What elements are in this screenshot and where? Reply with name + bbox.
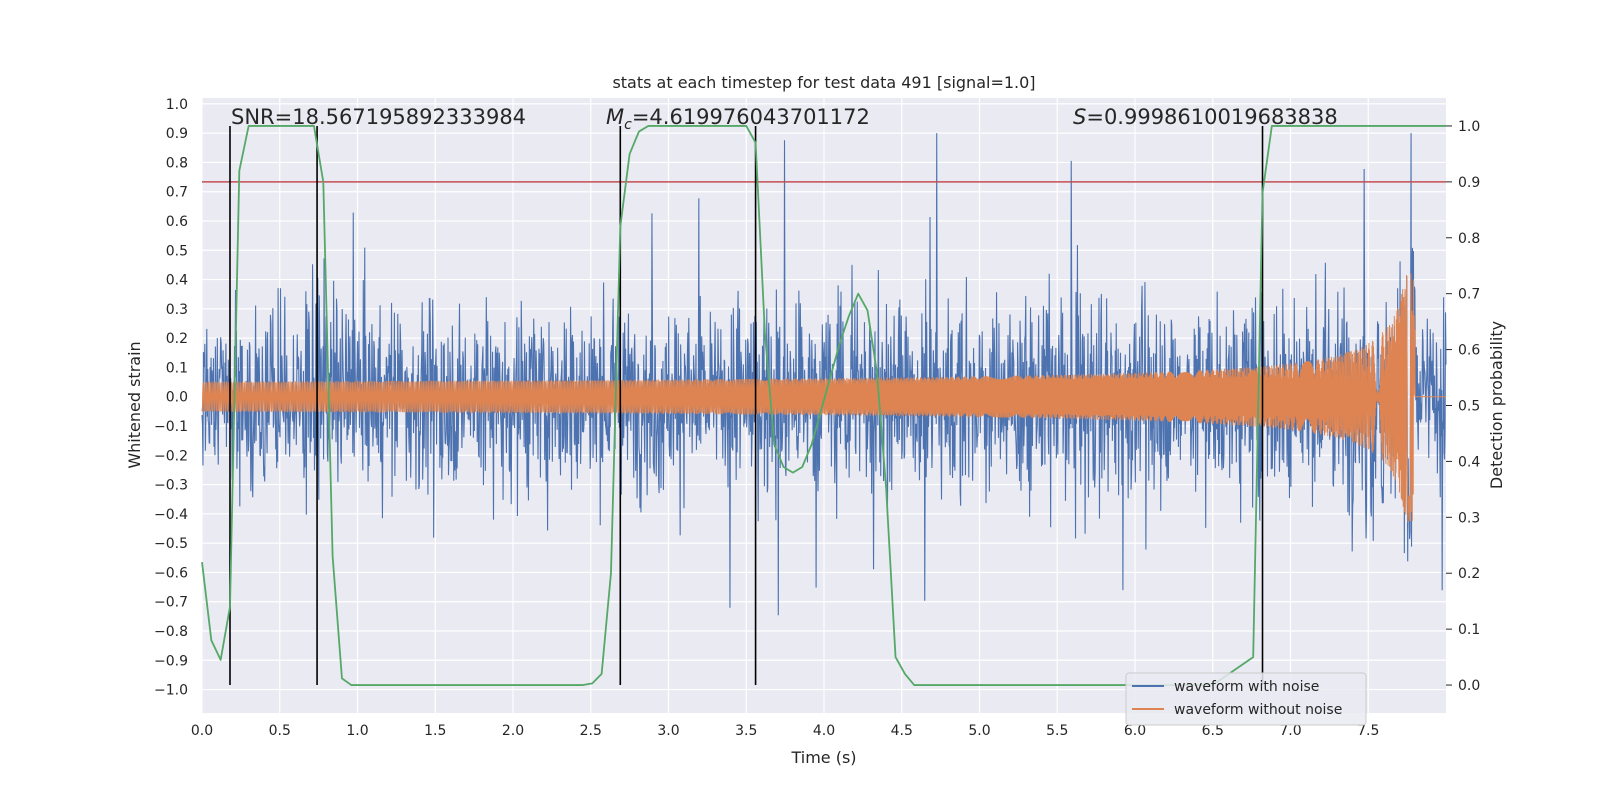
detection-probability-line <box>201 125 1446 686</box>
y-tick-label-left: 0.0 <box>166 390 188 406</box>
x-tick-label: 0.0 <box>191 723 213 739</box>
y-tick-label-right: 0.2 <box>1458 566 1480 582</box>
y-axis-left-ticks: 1.0 0.9 0.8 0.7 0.6 0.5 0.4 0.3 0.2 0.1 0.0 −0.1 −0.… <box>154 97 188 699</box>
chart-title: stats at each timestep for test data 491… <box>612 73 1035 92</box>
y-tick-label-left: −0.1 <box>154 419 188 435</box>
y-tick-label-right: 0.4 <box>1458 454 1480 470</box>
x-tick-label: 5.5 <box>1046 723 1068 739</box>
legend-noisy-label: waveform with noise <box>1174 679 1319 695</box>
x-tick-label: 3.0 <box>657 723 679 739</box>
s-annotation: S=0.9998610019683838 <box>1073 105 1338 129</box>
y-tick-label-right: 0.1 <box>1458 622 1480 638</box>
overlays <box>201 125 1446 686</box>
y-axis-right-ticks: 1.0 0.9 0.8 0.7 0.6 0.5 0.4 0.3 0.2 0.1 0.0 <box>1446 119 1480 694</box>
waveform-without-noise-line <box>201 273 1446 523</box>
chirp-mass-symbol: M <box>606 105 624 129</box>
y-tick-label-left: −0.5 <box>154 536 188 552</box>
y-tick-label-left: −0.8 <box>154 624 188 640</box>
x-tick-label: 1.0 <box>346 723 368 739</box>
y-tick-label-right: 0.9 <box>1458 175 1480 191</box>
y-tick-label-left: −0.3 <box>154 478 188 494</box>
y-tick-label-right: 1.0 <box>1458 119 1480 135</box>
y-tick-label-left: 0.3 <box>166 302 188 318</box>
y-tick-label-left: 0.5 <box>166 243 188 259</box>
legend-clean-label: waveform without noise <box>1174 702 1342 718</box>
y-tick-label-right: 0.0 <box>1458 678 1480 694</box>
legend-box <box>1125 672 1367 726</box>
y-axis-right-label: Detection probability <box>1487 321 1506 489</box>
x-tick-label: 6.5 <box>1202 723 1224 739</box>
y-tick-label-left: 0.6 <box>166 214 188 230</box>
chirp-mass-value: =4.619976043701172 <box>632 105 870 129</box>
snr-annotation: SNR=18.567195892333984 <box>231 105 526 129</box>
y-tick-label-left: 0.8 <box>166 155 188 171</box>
x-tick-label: 6.0 <box>1124 723 1146 739</box>
x-tick-label: 7.5 <box>1357 723 1379 739</box>
x-tick-label: 4.5 <box>891 723 913 739</box>
x-axis-ticks: 0.0 0.5 1.0 1.5 2.0 2.5 3.0 3.5 4.0 4.5 5.0 5.5 6.0 6… <box>191 723 1380 739</box>
x-axis-label: Time (s) <box>790 748 856 767</box>
y-tick-label-left: 1.0 <box>166 97 188 113</box>
x-tick-label: 1.5 <box>424 723 446 739</box>
y-tick-label-left: −0.2 <box>154 448 188 464</box>
y-tick-label-left: 0.2 <box>166 331 188 347</box>
y-tick-label-left: −0.4 <box>154 507 188 523</box>
waveform-without-noise-series <box>201 273 1446 523</box>
y-tick-label-left: 0.4 <box>166 273 188 289</box>
x-tick-label: 7.0 <box>1279 723 1301 739</box>
y-tick-label-right: 0.3 <box>1458 510 1480 526</box>
chirp-mass-subscript: c <box>624 117 632 133</box>
y-tick-label-left: 0.7 <box>166 185 188 201</box>
y-tick-label-left: 0.1 <box>166 360 188 376</box>
y-tick-label-left: −0.6 <box>154 565 188 581</box>
legend: waveform with noise waveform without noi… <box>1125 672 1367 726</box>
s-symbol: S <box>1073 105 1086 129</box>
y-tick-label-left: −0.7 <box>154 595 188 611</box>
y-axis-left-label: Whitened strain <box>125 341 144 468</box>
x-tick-label: 5.0 <box>968 723 990 739</box>
y-tick-label-right: 0.8 <box>1458 231 1480 247</box>
y-tick-label-left: −1.0 <box>154 683 188 699</box>
y-tick-label-left: 0.9 <box>166 126 188 142</box>
y-tick-label-right: 0.6 <box>1458 343 1480 359</box>
x-tick-label: 4.0 <box>813 723 835 739</box>
y-tick-label-right: 0.5 <box>1458 399 1480 415</box>
s-value: =0.9998610019683838 <box>1086 105 1337 129</box>
x-tick-label: 0.5 <box>269 723 291 739</box>
x-tick-label: 2.5 <box>580 723 602 739</box>
chirp-mass-annotation: Mc=4.619976043701172 <box>606 105 870 133</box>
y-tick-label-left: −0.9 <box>154 653 188 669</box>
x-tick-label: 2.0 <box>502 723 524 739</box>
y-tick-label-right: 0.7 <box>1458 287 1480 303</box>
x-tick-label: 3.5 <box>735 723 757 739</box>
